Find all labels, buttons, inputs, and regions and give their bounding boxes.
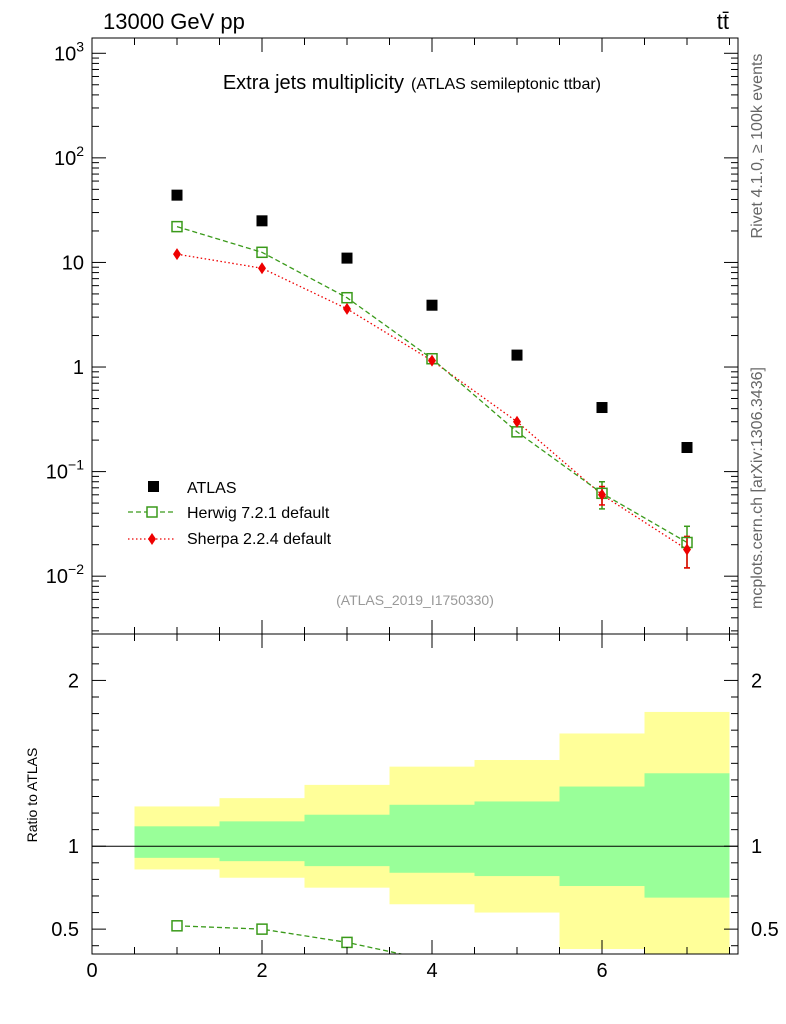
legend-sherpa-label: Sherpa 2.2.4 default	[187, 531, 332, 548]
x-tick-label: 6	[596, 960, 607, 982]
ratio-y-tick-label: 2	[68, 670, 79, 692]
process-label: tt̄	[717, 9, 729, 34]
ratio-plot-area	[92, 711, 738, 997]
y-tick-label: 1	[73, 357, 84, 379]
legend-sherpa-marker	[148, 533, 156, 545]
y-tick-label: 102	[54, 143, 84, 170]
herwig-ratio-point	[512, 976, 522, 986]
herwig-line	[176, 226, 688, 544]
chart-title: Extra jets multiplicity	[223, 72, 404, 94]
x-tick-label: 2	[256, 960, 267, 982]
ratio-y-tick-label: 1	[68, 836, 79, 858]
ratio-ylabel: Ratio to ATLAS	[24, 748, 40, 843]
herwig-ratio-point	[597, 982, 607, 992]
ratio-band-inner	[219, 821, 305, 862]
herwig-point	[341, 291, 353, 304]
ratio-frame	[91, 633, 739, 955]
ratio-band-inner	[644, 773, 730, 898]
legend-atlas-label: ATLAS	[187, 480, 237, 497]
legend-atlas-marker	[148, 481, 159, 492]
atlas-point	[511, 349, 523, 361]
y-tick-label: 10	[62, 252, 84, 274]
main-ticks	[91, 38, 738, 634]
ratio-band-inner	[389, 804, 475, 873]
ratio-content	[92, 711, 738, 997]
x-tick-labels: 0 2 4 6	[86, 960, 607, 982]
sherpa-point	[428, 354, 436, 367]
atlas-point	[256, 215, 268, 227]
ratio-ticks	[91, 634, 738, 954]
sherpa-point	[683, 543, 691, 556]
y-tick-label: 103	[54, 38, 84, 65]
x-tick-label: 4	[426, 960, 437, 982]
y-tick-label: 10−1	[46, 457, 84, 484]
herwig-ratio-point	[341, 936, 353, 949]
analysis-id: (ATLAS_2019_I1750330)	[336, 592, 494, 608]
herwig-ratio-point	[256, 923, 268, 935]
main-plot-area	[171, 189, 693, 569]
rivet-label: Rivet 4.1.0, ≥ 100k events	[749, 54, 766, 239]
ratio-y-tick-label-right: 2	[751, 670, 762, 692]
ratio-y-tick-label-right: 0.5	[751, 919, 779, 941]
atlas-point	[171, 189, 183, 201]
ratio-y-tick-label-right: 1	[751, 836, 762, 858]
ratio-y-tick-labels: 2 2 1 1 0.5 0.5	[51, 670, 779, 941]
y-tick-label: 10−2	[46, 561, 84, 588]
chart-subtitle: (ATLAS semileptonic ttbar)	[411, 76, 601, 93]
atlas-point	[426, 299, 438, 311]
herwig-ratio-point	[682, 987, 692, 997]
ratio-band-inner	[304, 814, 390, 867]
atlas-point	[681, 442, 693, 454]
mcplots-label: mcplots.cern.ch [arXiv:1306.3436]	[749, 367, 766, 609]
herwig-point	[171, 220, 183, 233]
ratio-band-inner	[559, 786, 645, 887]
ratio-band-inner	[134, 826, 220, 858]
x-tick-label: 0	[86, 960, 97, 982]
herwig-point	[256, 246, 268, 259]
sherpa-point	[343, 302, 351, 315]
ratio-band-inner	[474, 801, 560, 877]
legend: ATLAS Herwig 7.2.1 default Sherpa 2.2.4 …	[128, 480, 332, 548]
legend-herwig-label: Herwig 7.2.1 default	[187, 505, 330, 522]
atlas-point	[596, 402, 608, 414]
legend-herwig-marker	[146, 506, 158, 518]
herwig-ratio-point	[171, 920, 183, 932]
sherpa-point	[173, 248, 181, 261]
sherpa-point	[513, 415, 521, 428]
ratio-y-tick-label: 0.5	[51, 919, 79, 941]
beam-label: 13000 GeV pp	[103, 9, 245, 34]
ratio-panel: 2 2 1 1 0.5 0.5 Ratio to ATLAS	[24, 633, 779, 997]
atlas-point	[341, 252, 353, 264]
sherpa-point	[598, 488, 606, 501]
sherpa-point	[258, 262, 266, 275]
